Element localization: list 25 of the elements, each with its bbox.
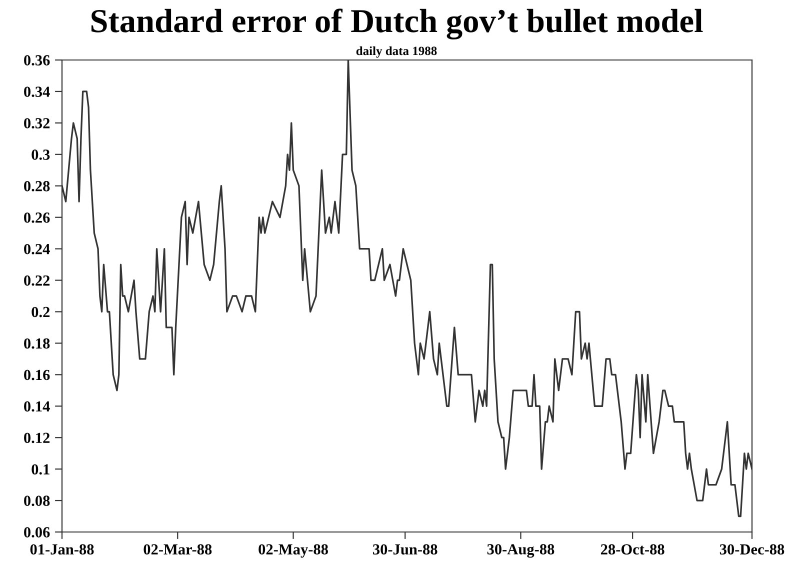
y-tick-label: 0.14 [24, 401, 50, 412]
chart-title: Standard error of Dutch gov’t bullet model [91, 8, 703, 40]
y-tick-label: 0.1 [32, 464, 50, 475]
x-tick-label: 01-Jan-88 [30, 544, 94, 555]
y-tick-label: 0.36 [24, 55, 50, 66]
y-tick-label: 0.24 [24, 244, 50, 254]
y-tick-label: 0.06 [24, 527, 50, 538]
x-tick-label: 30-Jun-88 [373, 544, 438, 555]
y-tick-label: 0.22 [24, 275, 50, 286]
x-tick-label: 02-May-88 [258, 544, 328, 558]
x-tick-label: 28-Oct-88 [600, 544, 664, 555]
y-tick-label: 0.28 [24, 181, 50, 192]
y-tick-label: 0.32 [24, 118, 50, 128]
y-tick-label: 0.34 [24, 86, 50, 97]
y-tick-label: 0.08 [24, 496, 50, 506]
y-tick-label: 0.12 [24, 432, 50, 444]
chart-subtitle: daily data 1988 [356, 46, 437, 58]
y-tick-label: 0.3 [32, 150, 50, 160]
y-tick-label: 0.18 [24, 338, 50, 349]
y-tick-label: 0.2 [32, 306, 50, 318]
y-tick-label: 0.26 [24, 212, 50, 223]
x-tick-label: 02-Mar-88 [144, 544, 212, 555]
x-tick-label: 30-Dec-88 [720, 544, 784, 555]
x-tick-label: 30-Aug-88 [487, 544, 554, 558]
y-tick-label: 0.16 [24, 370, 50, 380]
